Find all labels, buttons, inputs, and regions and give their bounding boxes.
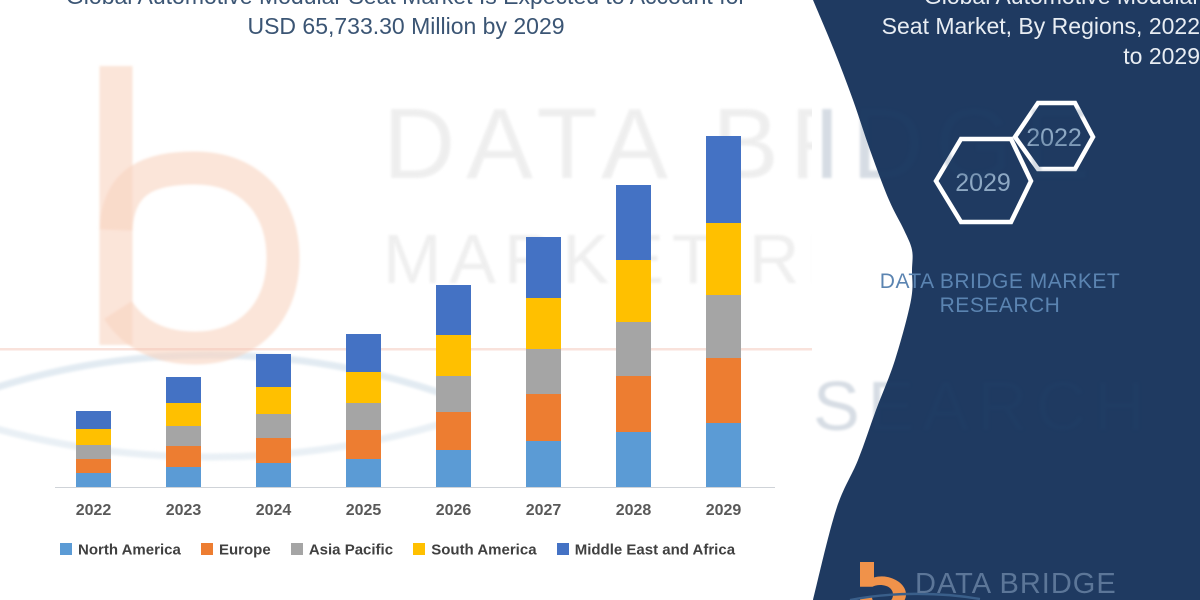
svg-text:2029: 2029 (955, 169, 1011, 197)
svg-text:DATA BRIDGE: DATA BRIDGE (915, 568, 1117, 600)
svg-text:2022: 2022 (1026, 124, 1082, 152)
